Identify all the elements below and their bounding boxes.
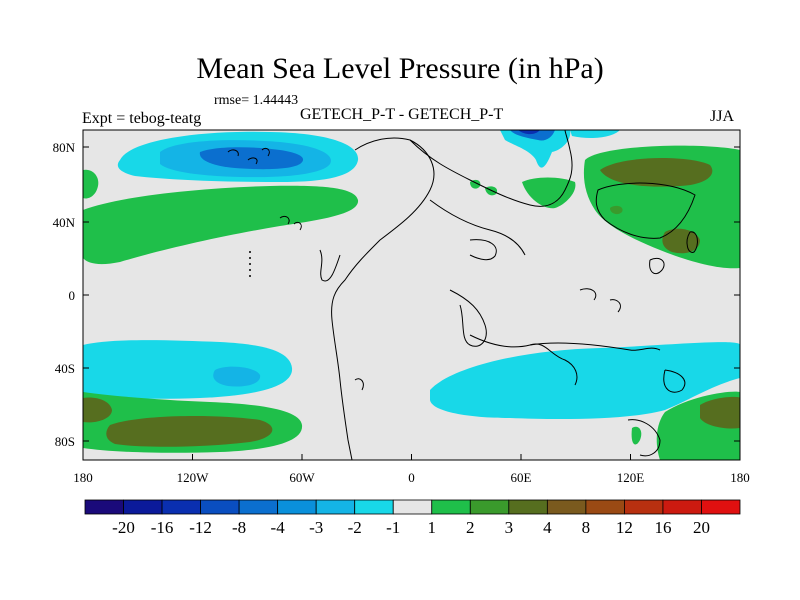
coast-south-1 — [469, 334, 578, 386]
coast-pacific-continent — [595, 182, 696, 239]
colorbar-swatch — [662, 499, 702, 515]
contour-high-small-1 — [470, 179, 481, 189]
contour-high-north-west — [83, 169, 99, 199]
coast-west-inlet — [319, 249, 341, 282]
contour-high-south-pacific-core — [106, 415, 273, 447]
contour-high-small-3 — [610, 205, 623, 215]
colorbar-swatch — [624, 499, 664, 515]
longitude-axis: 180 120W 60W 0 60E 120E 180 — [73, 454, 750, 485]
coast-mid — [429, 199, 526, 256]
colorbar-label: -12 — [189, 518, 212, 537]
contour-fields — [83, 130, 740, 460]
contour-low-south-west — [83, 340, 293, 399]
latitude-axis: 80N 40N 0 40S 80S — [53, 140, 740, 449]
contour-high-south-east-core — [700, 396, 740, 429]
colorbar-label: 4 — [543, 518, 552, 537]
colorbar-swatch — [123, 499, 163, 515]
colorbar-swatch — [508, 499, 548, 515]
colorbar-label: 8 — [581, 518, 591, 537]
lat-label: 80S — [55, 434, 75, 449]
colorbar-label: 16 — [654, 518, 672, 537]
colorbar-swatch — [701, 499, 741, 515]
lon-label: 60W — [289, 470, 315, 485]
season-label: JJA — [710, 108, 735, 125]
lon-label: 180 — [730, 470, 750, 485]
colorbar-swatch — [161, 499, 201, 515]
coast-island-4 — [663, 369, 686, 393]
coast-south-2 — [529, 342, 661, 351]
coast-island-2 — [649, 257, 665, 275]
dotted-islands — [249, 251, 251, 277]
lon-label: 60E — [511, 470, 532, 485]
colorbar — [84, 499, 741, 515]
coast-arctic-islands — [227, 147, 270, 165]
colorbar-label: -4 — [270, 518, 285, 537]
contour-high-south-west-core — [83, 397, 112, 423]
colorbar-swatch — [469, 499, 510, 515]
continent-outlines — [227, 130, 698, 460]
coast-north — [409, 130, 573, 207]
colorbar-swatch — [277, 499, 317, 515]
contour-high-pacific-center — [662, 228, 700, 254]
contour-low-arctic-deep — [518, 130, 540, 135]
colorbar-swatch — [238, 499, 279, 515]
lon-label: 120W — [177, 470, 210, 485]
contour-high-north-pacific-core — [600, 158, 713, 187]
contour-high-north-atlantic — [83, 185, 359, 265]
coast-peninsula — [449, 289, 487, 347]
coast-island-1 — [469, 239, 497, 261]
colorbar-label: 3 — [504, 518, 514, 537]
coast-west — [331, 137, 435, 460]
contour-low-arctic — [500, 130, 571, 168]
page-title: Mean Sea Level Pressure (in hPa) — [196, 52, 604, 85]
contour-low-south-indian — [430, 342, 740, 420]
lat-label: 80N — [53, 140, 76, 155]
rmse-label: rmse= 1.44443 — [214, 93, 299, 108]
lat-label: 40S — [55, 361, 75, 376]
colorbar-label: -20 — [112, 518, 135, 537]
colorbar-swatch — [392, 499, 433, 515]
experiment-label: Expt = tebog-teatg — [82, 110, 202, 127]
colorbar-swatch — [431, 499, 471, 515]
contour-low-south-west-inner — [213, 366, 261, 387]
colorbar-swatch — [200, 499, 240, 515]
contour-low-arctic-east — [570, 130, 620, 138]
colorbar-swatch — [585, 499, 625, 515]
colorbar-swatch — [546, 499, 587, 515]
colorbar-swatch — [84, 499, 124, 515]
colorbar-label: -8 — [232, 518, 247, 537]
coast-island-5 — [627, 419, 661, 457]
colorbar-swatch — [354, 499, 394, 515]
colorbar-label: 12 — [615, 518, 633, 537]
lon-label: 120E — [617, 470, 645, 485]
lon-label: 180 — [73, 470, 93, 485]
colorbar-label: -16 — [150, 518, 174, 537]
dataset-label: GETECH_P-T - GETECH_P-T — [300, 106, 504, 123]
coast-islands-atlantic — [279, 215, 302, 231]
coast-island-south — [354, 378, 364, 391]
colorbar-label: 2 — [466, 518, 475, 537]
coast-islands-east — [579, 288, 621, 313]
lat-label: 40N — [53, 215, 76, 230]
colorbar-swatch — [315, 499, 356, 515]
lon-label: 0 — [408, 470, 415, 485]
colorbar-label: -3 — [309, 518, 324, 537]
contour-low-arctic-core — [510, 130, 555, 141]
contour-high-asia — [522, 177, 576, 209]
colorbar-label: -2 — [347, 518, 362, 537]
colorbar-label: -1 — [386, 518, 401, 537]
coast-island-3 — [686, 231, 698, 253]
lat-label: 0 — [69, 288, 76, 303]
colorbar-label: 1 — [427, 518, 437, 537]
contour-high-small-4 — [631, 426, 642, 445]
colorbar-label: 20 — [692, 518, 710, 537]
